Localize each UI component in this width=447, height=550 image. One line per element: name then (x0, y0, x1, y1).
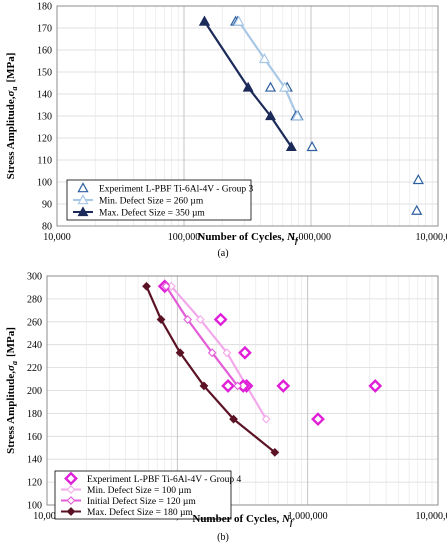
legend-label-4: Max. Defect Size = 180 µm (87, 507, 193, 518)
panel-caption: (a) (217, 248, 228, 259)
y-tick-label: 160 (37, 46, 52, 57)
x-tick-label: 10,000 (33, 511, 61, 522)
legend-marker-1 (77, 182, 89, 193)
y-tick-label: 260 (27, 317, 42, 328)
y-tick-label: 300 (27, 272, 42, 283)
y-tick-label: 220 (27, 363, 42, 374)
data-point-s1-9 (411, 204, 423, 215)
x-tick-label: 1,000,000 (291, 232, 331, 243)
plot-border (46, 275, 439, 506)
data-point-s4-2 (156, 315, 166, 324)
chart-panel-1: 80 90 100 110 120 130 140 150 160 170 180 10,000 100… (5, 2, 447, 260)
y-axis-title: Stress Amplitude,σa[MPa] (5, 53, 19, 180)
data-point-s1-9 (368, 379, 383, 393)
legend-marker-2 (77, 194, 89, 205)
x-tick-label: 10,000,000 (416, 511, 447, 522)
x-tick-label: 10,000 (43, 232, 71, 243)
y-tick-label: 160 (27, 432, 42, 443)
legend-marker-3 (66, 496, 76, 505)
y-tick-label: 280 (27, 294, 42, 305)
legend-label-1: Experiment L-PBF Ti-6Al-4V - Group 3 (99, 184, 253, 194)
y-axis-title: Stress Amplitude,σa[MPa] (5, 327, 19, 454)
legend-label-3: Max. Defect Size = 350 µm (99, 207, 205, 218)
data-point-s1-10 (412, 173, 424, 185)
data-point-s1-7 (276, 379, 291, 393)
y-tick-label: 100 (37, 178, 52, 189)
legend-marker-1 (64, 471, 78, 486)
y-tick-label: 200 (27, 386, 42, 397)
data-point-s2-1 (233, 15, 245, 26)
data-point-s1-8 (311, 412, 325, 427)
y-tick-label: 140 (27, 455, 42, 466)
x-tick-label: 1,000,000 (288, 511, 328, 522)
series-line-2 (237, 20, 299, 117)
data-point-s3-3 (207, 348, 217, 358)
legend-label-2: Min. Defect Size = 100 µm (87, 485, 192, 496)
data-point-s1-2 (213, 312, 228, 327)
data-point-s2-2 (195, 315, 205, 324)
data-point-s3-4 (233, 381, 242, 391)
legend-label-2: Min. Defect Size = 260 µm (99, 195, 204, 206)
data-point-s4-3 (175, 348, 185, 358)
legend-marker-4 (66, 507, 76, 516)
y-tick-label: 100 (27, 501, 42, 512)
data-point-s4-6 (270, 447, 280, 457)
y-tick-label: 150 (37, 68, 52, 79)
y-tick-label: 80 (42, 222, 52, 233)
y-tick-label: 110 (37, 156, 52, 167)
legend-label-3: Initial Defect Size = 120 µm (87, 496, 196, 507)
series-line-3 (165, 285, 239, 387)
data-point-s3-1 (199, 15, 210, 26)
x-tick-label: 10,000,000 (416, 232, 447, 243)
data-point-s1-4 (238, 345, 252, 360)
legend-marker-3 (77, 206, 89, 217)
data-point-s4-4 (199, 381, 209, 391)
y-tick-label: 90 (42, 200, 52, 211)
data-point-s2-4 (291, 110, 303, 121)
y-tick-label: 140 (37, 90, 52, 101)
legend-marker-2 (66, 485, 76, 494)
y-tick-label: 120 (37, 134, 52, 145)
legend-box (54, 470, 232, 520)
y-tick-label: 180 (27, 409, 42, 420)
y-tick-label: 240 (27, 340, 42, 351)
x-tick-label: 100,000 (168, 232, 201, 243)
data-point-s2-2 (258, 52, 271, 64)
data-point-s2-3 (279, 81, 291, 92)
y-tick-label: 120 (27, 478, 42, 489)
data-point-s3-1 (161, 281, 171, 291)
data-point-s3-4 (285, 141, 297, 151)
chart-panel-2: 100 120 140 160 180 200 220 240 260 280 300 10,000 1… (5, 272, 447, 544)
x-axis-title: Number of Cycles, Nf (192, 513, 294, 527)
data-point-s2-3 (222, 348, 232, 358)
legend-box (66, 179, 252, 221)
y-tick-label: 180 (37, 2, 52, 13)
legend-label-1: Experiment L-PBF Ti-6Al-4V - Group 4 (87, 475, 241, 485)
series-line-4 (145, 285, 276, 454)
plot-border (56, 5, 439, 227)
data-point-s1-8 (306, 140, 318, 152)
data-point-s3-2 (183, 315, 193, 324)
data-point-s4-1 (142, 281, 151, 291)
data-point-s1-4 (264, 81, 277, 92)
panel-caption: (b) (217, 532, 229, 543)
x-axis-title: Number of Cycles, Nf (197, 231, 299, 245)
data-point-s1-3 (221, 379, 235, 393)
data-point-s4-5 (229, 414, 238, 424)
data-point-s2-4 (261, 414, 271, 424)
y-tick-label: 130 (37, 112, 52, 123)
data-point-s3-3 (265, 110, 276, 121)
y-tick-label: 170 (37, 24, 52, 35)
series-line-3 (203, 20, 293, 148)
data-point-s3-2 (242, 81, 254, 92)
